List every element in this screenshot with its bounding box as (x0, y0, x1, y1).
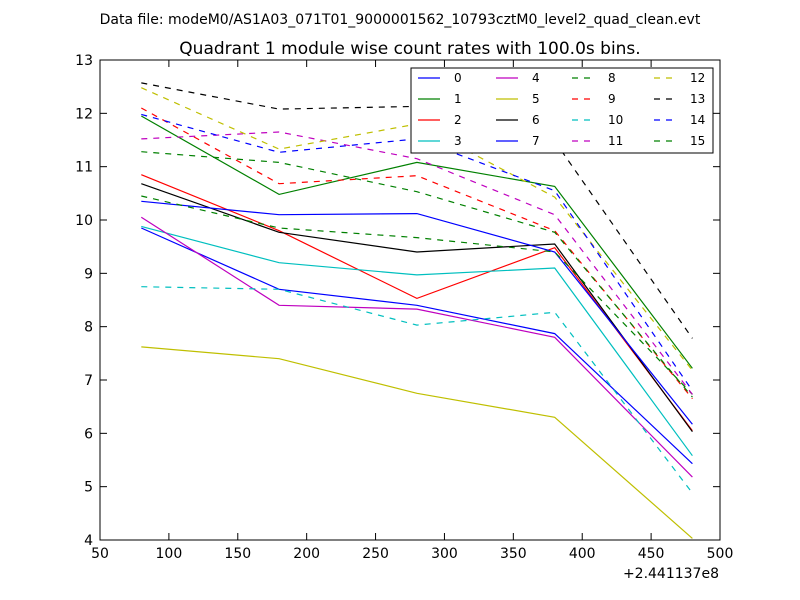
axis-ticks: 50 100 150 200 250 300 350 400 450 50045678910111… (75, 53, 733, 562)
series-line-4 (140, 216, 693, 478)
legend-label-10: 10 (608, 113, 623, 127)
x-tick-label-350: 350 (500, 546, 527, 562)
y-tick-label-5: 5 (84, 480, 93, 496)
y-tick-label-8: 8 (84, 320, 93, 336)
y-tick-label-13: 13 (75, 53, 93, 69)
series-line-1 (141, 115, 693, 369)
legend-label-1: 1 (454, 92, 462, 106)
legend-label-13: 13 (690, 92, 705, 106)
legend-label-5: 5 (532, 92, 540, 106)
legend-label-9: 9 (608, 92, 616, 106)
legend-label-3: 3 (454, 134, 462, 148)
legend-label-0: 0 (454, 71, 462, 85)
y-tick-label-12: 12 (75, 106, 93, 122)
legend-label-7: 7 (532, 134, 540, 148)
chart-title: Quadrant 1 module wise count rates with … (179, 39, 640, 59)
legend-label-15: 15 (690, 134, 705, 148)
legend-label-4: 4 (532, 71, 540, 85)
x-tick-label-500: 500 (707, 546, 734, 562)
x-tick-label-300: 300 (431, 546, 458, 562)
series-line-3 (141, 225, 693, 457)
series-line-15 (141, 151, 693, 398)
series-line-7 (141, 200, 693, 425)
plot-area-frame (99, 59, 721, 541)
x-tick-label-250: 250 (362, 546, 389, 562)
y-tick-label-9: 9 (84, 266, 93, 282)
legend-box (410, 67, 714, 154)
x-tick-label-450: 450 (638, 546, 665, 562)
legend-label-12: 12 (690, 71, 705, 85)
legend-label-14: 14 (690, 113, 705, 127)
data-file-title: Data file: modeM0/AS1A03_071T01_90000015… (100, 12, 701, 28)
x-offset-label: +2.441137e8 (623, 566, 719, 582)
x-tick-label-50: 50 (91, 546, 109, 562)
legend-label-2: 2 (454, 113, 462, 127)
y-tick-label-11: 11 (75, 160, 93, 176)
series-line-10 (141, 286, 693, 494)
series-line-8 (141, 195, 693, 395)
x-tick-label-400: 400 (569, 546, 596, 562)
y-tick-label-6: 6 (84, 426, 93, 442)
series-line-5 (141, 346, 693, 539)
y-tick-label-10: 10 (75, 213, 93, 229)
x-tick-label-200: 200 (293, 546, 320, 562)
x-tick-label-150: 150 (224, 546, 251, 562)
legend-label-6: 6 (532, 113, 540, 127)
series-line-0 (141, 227, 693, 465)
legend-label-8: 8 (608, 71, 616, 85)
series-line-6 (141, 183, 693, 433)
y-tick-label-4: 4 (84, 533, 93, 549)
series-line-11 (141, 131, 693, 395)
x-tick-label-100: 100 (156, 546, 183, 562)
legend-label-11: 11 (608, 134, 623, 148)
y-tick-label-7: 7 (84, 373, 93, 389)
